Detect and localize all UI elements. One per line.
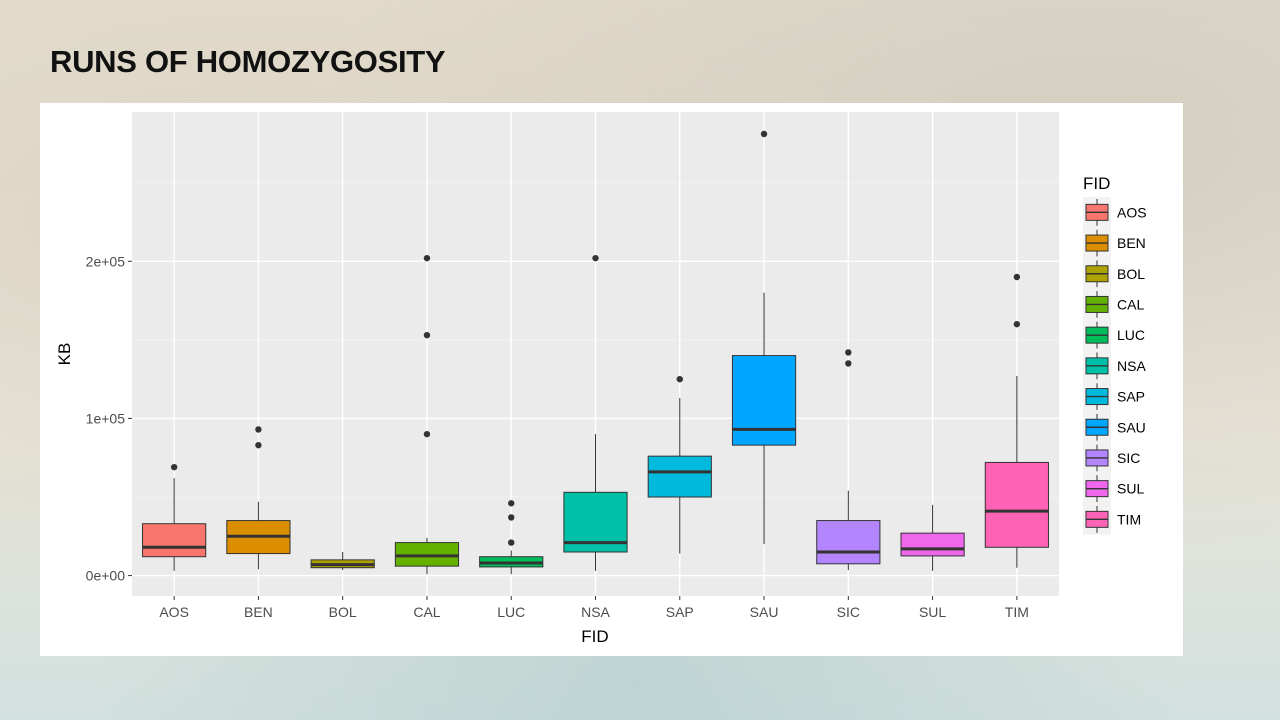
legend-item-ben: BEN: [1083, 227, 1146, 259]
outlier-point: [845, 360, 852, 367]
x-tick-label: BOL: [329, 604, 357, 620]
outlier-point: [845, 349, 852, 356]
legend-item-sap: SAP: [1083, 381, 1145, 412]
y-axis-title: KB: [55, 343, 74, 366]
outlier-point: [508, 539, 515, 546]
outlier-point: [423, 331, 431, 339]
box-iqr: [731, 355, 797, 446]
legend-item-tim: TIM: [1083, 504, 1141, 535]
y-tick-label: 1e+05: [86, 410, 126, 426]
x-axis-title: FID: [581, 627, 608, 646]
legend-title: FID: [1083, 174, 1110, 193]
box-cal: [394, 254, 460, 574]
outlier-point: [1013, 273, 1021, 281]
x-tick-label: TIM: [1005, 604, 1029, 620]
box-iqr: [142, 523, 207, 558]
outlier-point: [676, 375, 683, 383]
x-tick-label: BEN: [244, 604, 273, 620]
box-aos: [142, 463, 207, 571]
legend-label: BOL: [1117, 266, 1145, 282]
legend-label: SAU: [1117, 419, 1146, 435]
outlier-point: [508, 514, 515, 521]
box-sap: [647, 375, 712, 554]
x-tick-label: CAL: [413, 604, 440, 620]
x-tick-label: NSA: [581, 604, 610, 620]
outlier-point: [423, 430, 431, 438]
box-iqr: [984, 461, 1049, 548]
box-sic: [816, 349, 881, 571]
x-tick-label: SAP: [666, 604, 694, 620]
legend-item-luc: LUC: [1083, 319, 1145, 351]
legend-label: SAP: [1117, 389, 1145, 405]
legend-item-nsa: NSA: [1083, 350, 1146, 382]
box-ben: [226, 426, 291, 570]
outlier-point: [1013, 320, 1021, 328]
outlier-point: [760, 130, 768, 138]
box-nsa: [563, 254, 628, 571]
legend-label: BEN: [1117, 235, 1146, 251]
legend-label: NSA: [1117, 358, 1146, 374]
axes: 0e+00 1e+05 2e+05 AOS BEN BOL CAL LUC NSA SAP SAU S…: [86, 253, 1029, 620]
outlier-point: [170, 463, 178, 471]
legend-item-aos: AOS: [1083, 197, 1147, 228]
boxplot-chart: 0e+00 1e+05 2e+05 AOS BEN BOL CAL LUC NSA SAP SAU S…: [55, 112, 1147, 646]
legend: FID AOS BEN BOL CAL LUC NSA SAP SAU SIC SUL TIM: [1083, 174, 1147, 535]
box-iqr: [647, 455, 712, 498]
x-tick-label: SAU: [750, 604, 779, 620]
legend-label: AOS: [1117, 204, 1147, 220]
box-iqr: [394, 542, 460, 567]
box-iqr: [816, 520, 881, 565]
box-sul: [900, 504, 965, 571]
legend-label: CAL: [1117, 296, 1144, 312]
legend-label: LUC: [1117, 327, 1145, 343]
legend-item-sic: SIC: [1083, 442, 1140, 474]
legend-item-sau: SAU: [1083, 411, 1146, 443]
x-tick-label: LUC: [497, 604, 525, 620]
box-tim: [984, 273, 1049, 568]
outlier-point: [508, 500, 515, 507]
outlier-point: [255, 441, 262, 449]
slide-title: RUNS OF HOMOZYGOSITY: [50, 44, 446, 79]
legend-item-sul: SUL: [1083, 473, 1144, 504]
outlier-point: [255, 426, 262, 433]
legend-item-cal: CAL: [1083, 289, 1144, 320]
y-tick-label: 2e+05: [86, 253, 126, 269]
y-tick-label: 0e+00: [86, 568, 126, 584]
box-series: [142, 130, 1049, 574]
box-bol: [310, 552, 375, 571]
legend-label: SUL: [1117, 481, 1144, 497]
x-tick-label: SUL: [919, 604, 946, 620]
outlier-point: [423, 254, 431, 262]
box-luc: [479, 500, 544, 574]
legend-item-bol: BOL: [1083, 258, 1145, 290]
legend-label: SIC: [1117, 450, 1140, 466]
plot-card: 0e+00 1e+05 2e+05 AOS BEN BOL CAL LUC NSA SAP SAU S…: [40, 103, 1183, 656]
outlier-point: [592, 254, 599, 262]
x-tick-label: AOS: [159, 604, 189, 620]
box-iqr: [900, 532, 965, 557]
x-tick-label: SIC: [837, 604, 860, 620]
box-sau: [731, 130, 797, 545]
legend-label: TIM: [1117, 511, 1141, 527]
